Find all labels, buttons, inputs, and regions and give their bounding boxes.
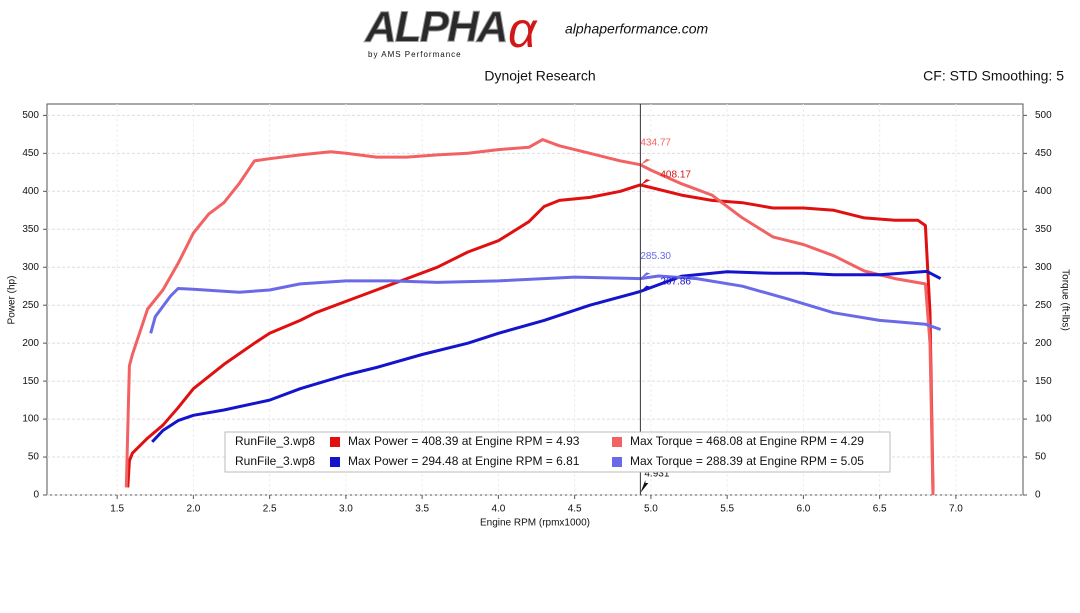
legend-run: RunFile_3.wp8 — [235, 454, 315, 468]
source: Dynojet Research — [484, 68, 595, 84]
x-tick-label: 5.0 — [644, 504, 658, 515]
logo: ALPHA — [364, 3, 507, 52]
series-line — [124, 138, 935, 496]
y2-tick-label: 200 — [1035, 338, 1052, 349]
series-line — [149, 274, 942, 334]
y2-tick-label: 450 — [1035, 148, 1052, 159]
y2-tick-label: 100 — [1035, 414, 1052, 425]
y2-tick-label: 0 — [1035, 490, 1041, 501]
series-line — [151, 269, 942, 443]
cursor-arrow — [640, 480, 649, 493]
y-tick-label: 500 — [22, 110, 39, 121]
x-tick-label: 4.0 — [491, 504, 505, 515]
cursor-readout: 408.17 — [660, 170, 691, 181]
legend-run: RunFile_3.wp8 — [235, 434, 315, 448]
x-tick-label: 6.0 — [796, 504, 810, 515]
y-tick-label: 450 — [22, 148, 39, 159]
x-tick-label: 1.5 — [110, 504, 124, 515]
x-tick-label: 6.5 — [873, 504, 887, 515]
legend-swatch — [612, 457, 622, 467]
cursor-readout: 267.86 — [660, 276, 691, 287]
y-tick-label: 350 — [22, 224, 39, 235]
x-tick-label: 3.5 — [415, 504, 429, 515]
y-tick-label: 250 — [22, 300, 39, 311]
y2-tick-label: 150 — [1035, 376, 1052, 387]
y2-tick-label: 50 — [1035, 452, 1047, 463]
y-tick-label: 100 — [22, 414, 39, 425]
legend-swatch — [330, 457, 340, 467]
y2-tick-label: 250 — [1035, 300, 1052, 311]
y-tick-label: 200 — [22, 338, 39, 349]
y2-axis-label: Torque (ft-lbs) — [1059, 269, 1070, 331]
cursor-readout: 434.77 — [640, 138, 671, 149]
cursor-readout: 285.30 — [640, 251, 671, 262]
x-tick-label: 2.5 — [263, 504, 277, 515]
y2-tick-label: 500 — [1035, 110, 1052, 121]
legend-swatch — [612, 437, 622, 447]
y-tick-label: 50 — [28, 452, 40, 463]
y-tick-label: 400 — [22, 186, 39, 197]
y2-tick-label: 350 — [1035, 224, 1052, 235]
logo-sub: by AMS Performance — [368, 50, 462, 59]
legend-label: Max Power = 408.39 at Engine RPM = 4.93 — [348, 434, 580, 448]
legend-label: Max Power = 294.48 at Engine RPM = 6.81 — [348, 454, 580, 468]
x-tick-label: 2.0 — [186, 504, 200, 515]
website: alphaperformance.com — [565, 21, 709, 37]
y-tick-label: 0 — [33, 490, 39, 501]
x-tick-label: 7.0 — [949, 504, 963, 515]
legend-swatch — [330, 437, 340, 447]
series-line — [126, 183, 935, 492]
y-tick-label: 300 — [22, 262, 39, 273]
y-tick-label: 150 — [22, 376, 39, 387]
cursor-x-label: 4.931 — [644, 469, 669, 480]
cursor-marker — [640, 152, 653, 165]
settings: CF: STD Smoothing: 5 — [923, 68, 1064, 84]
logo-mark: α — [508, 2, 538, 58]
x-tick-label: 5.5 — [720, 504, 734, 515]
cursor-marker — [640, 173, 653, 186]
x-axis-label: Engine RPM (rpmx1000) — [480, 518, 590, 529]
cursor-marker — [640, 266, 653, 279]
y2-tick-label: 400 — [1035, 186, 1052, 197]
x-tick-label: 3.0 — [339, 504, 353, 515]
legend-label: Max Torque = 288.39 at Engine RPM = 5.05 — [630, 454, 864, 468]
x-tick-label: 4.5 — [568, 504, 582, 515]
y-axis-label: Power (hp) — [7, 276, 18, 325]
cursor-marker — [640, 279, 653, 292]
y2-tick-label: 300 — [1035, 262, 1052, 273]
legend-label: Max Torque = 468.08 at Engine RPM = 4.29 — [630, 434, 864, 448]
